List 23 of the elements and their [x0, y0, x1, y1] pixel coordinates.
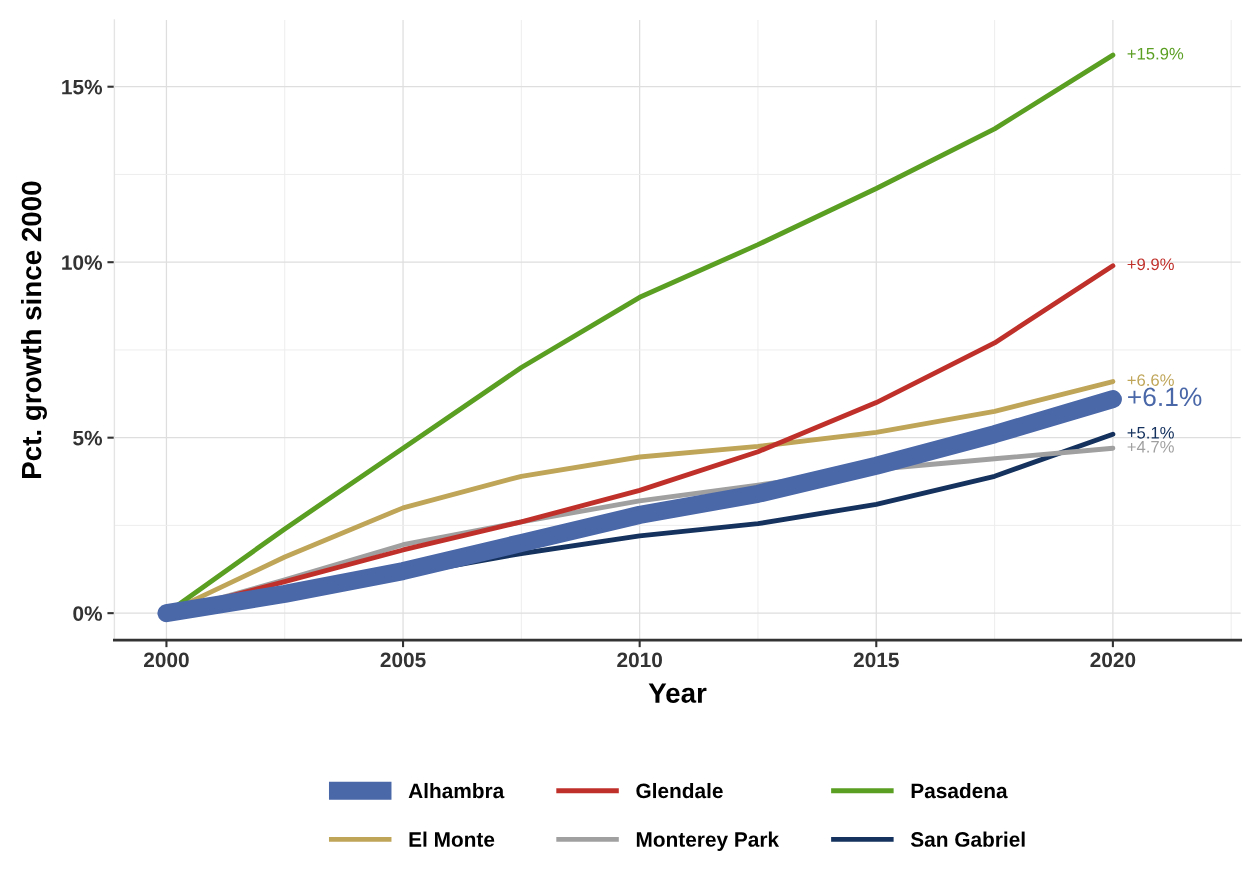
data-label: +6.1% — [1128, 387, 1202, 407]
legend-label: El Monte — [409, 831, 495, 847]
data-label: +4.7% — [1127, 440, 1174, 453]
data-label: +6.6% — [1127, 374, 1174, 386]
y-axis-title: Pct. growth since 2000 — [20, 181, 47, 478]
x-tick-label: 2020 — [1090, 652, 1136, 668]
x-tick-label: 2005 — [380, 652, 426, 668]
legend-label: Monterey Park — [636, 831, 780, 851]
legend-label: Glendale — [636, 782, 723, 799]
y-tick-label: 10% — [62, 255, 103, 270]
legend-label: San Gabriel — [910, 831, 1025, 847]
legend-label: Pasadena — [911, 782, 1008, 799]
legend-label: Alhambra — [408, 782, 505, 799]
y-tick-label: 0% — [73, 606, 103, 621]
y-tick-label: 15% — [62, 79, 103, 95]
x-tick-label: 2015 — [853, 652, 899, 668]
data-label: +5.1% — [1127, 426, 1174, 439]
x-tick-label: 2000 — [143, 652, 189, 668]
x-tick-label: 2010 — [617, 652, 662, 668]
data-label: +9.9% — [1127, 258, 1174, 271]
y-tick-label: 5% — [73, 430, 103, 446]
data-label: +15.9% — [1127, 47, 1184, 60]
x-axis-title: Year — [648, 683, 707, 703]
